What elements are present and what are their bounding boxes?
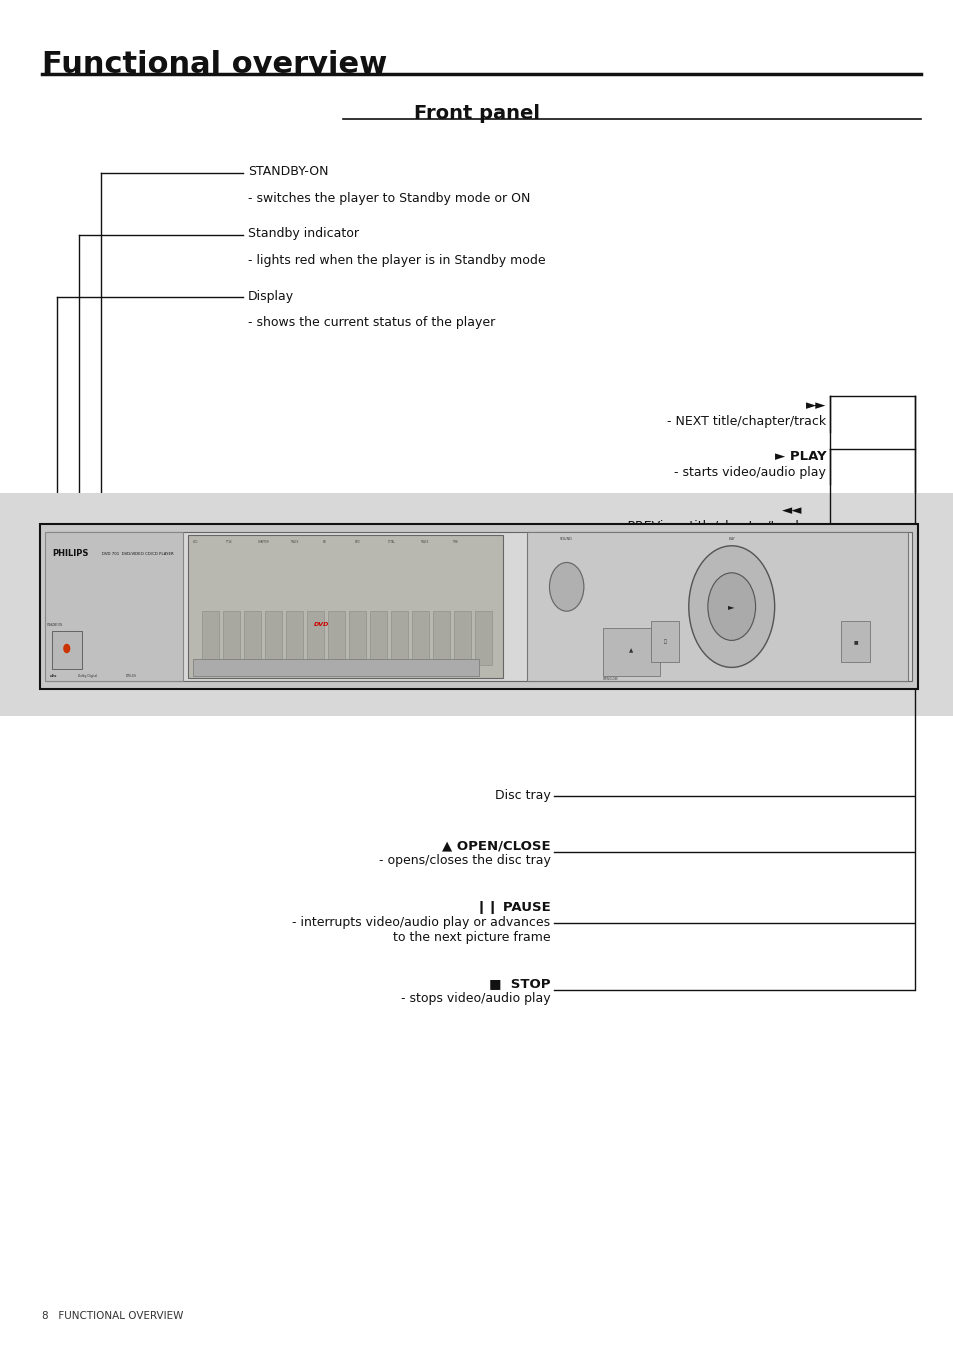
Bar (45, 532, 183, 681)
Text: Dolby Digital: Dolby Digital (78, 674, 97, 678)
Circle shape (64, 644, 70, 653)
Bar (40, 524, 917, 689)
Text: BD: BD (322, 540, 326, 544)
Bar (307, 611, 324, 665)
Text: - selects Stereo, Dolby Surround or 3D-Sound: - selects Stereo, Dolby Surround or 3D-S… (494, 574, 778, 588)
Text: ► PLAY: ► PLAY (774, 450, 825, 463)
Text: ▲ OPEN/CLOSE: ▲ OPEN/CLOSE (441, 839, 550, 852)
Text: - stops video/audio play: - stops video/audio play (400, 992, 550, 1005)
Text: - opens/closes the disc tray: - opens/closes the disc tray (378, 854, 550, 867)
Text: to the next picture frame: to the next picture frame (393, 931, 550, 944)
Bar (188, 535, 502, 678)
Text: 8   FUNCTIONAL OVERVIEW: 8 FUNCTIONAL OVERVIEW (42, 1312, 183, 1321)
Bar (223, 611, 240, 665)
Bar (433, 611, 450, 665)
Text: PLAY: PLAY (728, 538, 734, 542)
Text: STANDBY-ON: STANDBY-ON (47, 623, 63, 627)
Circle shape (707, 573, 755, 640)
Text: PHILIPS: PHILIPS (52, 550, 89, 558)
Text: ►►: ►► (805, 399, 825, 412)
Bar (51, 631, 82, 669)
Circle shape (549, 562, 583, 611)
Text: VCD: VCD (193, 540, 198, 544)
Bar (0, 493, 953, 716)
Text: Functional overview: Functional overview (42, 50, 387, 78)
Text: - PREVious title/chapter/track: - PREVious title/chapter/track (618, 520, 801, 534)
Bar (328, 611, 345, 665)
Text: CHAPTER: CHAPTER (257, 540, 269, 544)
Text: - starts video/audio play: - starts video/audio play (674, 466, 825, 480)
Bar (841, 621, 869, 662)
Text: DVD: DVD (314, 621, 329, 627)
Bar (454, 611, 471, 665)
Bar (244, 611, 261, 665)
Bar (46, 532, 911, 681)
Circle shape (688, 546, 774, 667)
Bar (370, 611, 387, 665)
Text: STANDBY-ON: STANDBY-ON (248, 165, 328, 178)
Text: TOTAL: TOTAL (387, 540, 395, 544)
Text: Front panel: Front panel (414, 104, 539, 123)
Text: ■  STOP: ■ STOP (489, 977, 550, 990)
Bar (202, 611, 219, 665)
Text: DVD 701  DVD/VIDEO CD/CD PLAYER: DVD 701 DVD/VIDEO CD/CD PLAYER (102, 551, 173, 555)
Bar (391, 611, 408, 665)
Text: TRACK: TRACK (290, 540, 298, 544)
Bar (349, 611, 366, 665)
Text: Display: Display (248, 289, 294, 303)
Bar (526, 532, 907, 681)
Text: Disc tray: Disc tray (495, 789, 550, 802)
Text: ❙❙ PAUSE: ❙❙ PAUSE (476, 901, 550, 915)
Text: - interrupts video/audio play or advances: - interrupts video/audio play or advance… (292, 916, 550, 929)
Text: DTS-ES: DTS-ES (126, 674, 137, 678)
Text: SOUND: SOUND (724, 558, 778, 571)
Text: dts: dts (50, 674, 57, 678)
Text: ◄◄: ◄◄ (781, 504, 801, 517)
Text: TIME: TIME (452, 540, 457, 544)
Text: ⏸: ⏸ (662, 639, 666, 644)
Text: OPEN/CLOSE: OPEN/CLOSE (602, 677, 618, 681)
Text: TITLE: TITLE (225, 540, 232, 544)
Bar (650, 621, 679, 662)
Bar (286, 611, 303, 665)
Text: - switches the player to Standby mode or ON: - switches the player to Standby mode or… (248, 192, 530, 205)
Text: ▲: ▲ (629, 648, 633, 654)
Text: - NEXT title/chapter/track: - NEXT title/chapter/track (666, 415, 825, 428)
Text: ■: ■ (853, 639, 857, 644)
Bar (193, 659, 478, 676)
Text: - lights red when the player is in Standby mode: - lights red when the player is in Stand… (248, 254, 545, 267)
Text: - shows the current status of the player: - shows the current status of the player (248, 316, 495, 330)
Bar (265, 611, 282, 665)
Bar (475, 611, 492, 665)
Text: ►: ► (728, 603, 734, 611)
Bar (602, 628, 659, 676)
Text: DVD: DVD (355, 540, 360, 544)
Bar (412, 611, 429, 665)
Text: SOUND: SOUND (559, 538, 573, 542)
Text: Standby indicator: Standby indicator (248, 227, 358, 240)
Text: TRACK: TRACK (419, 540, 428, 544)
